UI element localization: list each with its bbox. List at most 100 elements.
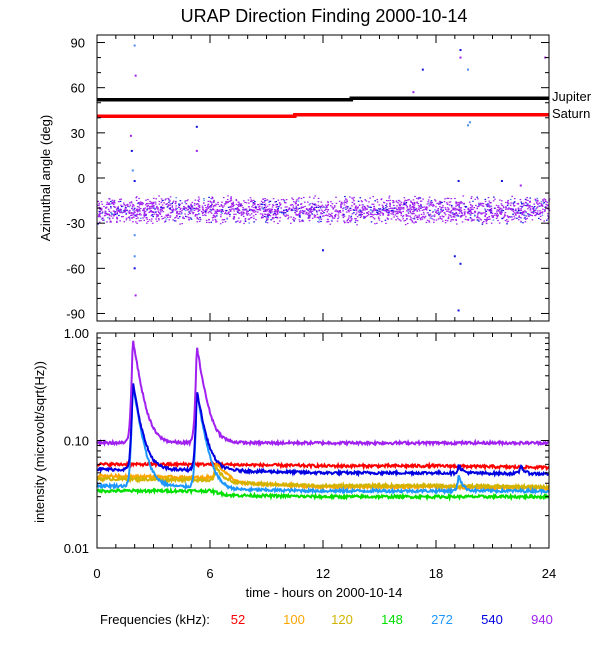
azimuth-point	[180, 213, 183, 215]
azimuth-point	[331, 206, 333, 208]
azimuth-point	[309, 203, 311, 205]
azimuth-point	[533, 203, 535, 205]
azimuth-point	[238, 205, 240, 207]
azimuth-point	[100, 207, 103, 209]
azimuth-point	[345, 208, 347, 210]
azimuth-point	[266, 210, 269, 212]
azimuth-point	[402, 204, 405, 206]
azimuth-point	[494, 198, 496, 200]
azimuth-point	[460, 201, 462, 203]
azimuth-point	[264, 203, 267, 205]
azimuth-point	[327, 201, 329, 203]
azimuth-point	[175, 220, 177, 222]
azimuth-point	[124, 206, 127, 208]
azimuth-point	[265, 206, 267, 208]
intensity-x-ticks: 0 6 12 18 24	[93, 333, 556, 581]
azimuth-point	[129, 212, 131, 214]
azimuth-point	[536, 212, 539, 214]
azimuth-point	[349, 220, 351, 222]
azimuth-point	[233, 216, 236, 218]
azimuth-point	[521, 203, 523, 205]
azimuth-point	[470, 196, 473, 198]
azimuth-point	[215, 219, 217, 221]
azimuth-point	[417, 203, 420, 205]
azimuth-point	[132, 212, 135, 214]
azimuth-point	[142, 210, 144, 212]
azimuth-point	[350, 215, 353, 217]
azimuth-point	[357, 207, 359, 209]
azimuth-point	[189, 217, 192, 219]
azimuth-point	[416, 218, 419, 220]
azimuth-point	[382, 206, 384, 209]
azimuth-point	[185, 207, 187, 209]
azimuth-point	[513, 212, 516, 214]
azimuth-point	[471, 206, 473, 208]
azimuth-point	[253, 199, 255, 201]
azimuth-point	[423, 213, 425, 215]
azimuth-point	[272, 204, 275, 206]
azimuth-point	[428, 220, 430, 222]
azimuth-point	[399, 211, 401, 213]
azimuth-point	[307, 217, 310, 219]
azimuth-point	[497, 214, 499, 216]
azimuth-point	[143, 219, 145, 221]
azimuth-point	[167, 205, 169, 207]
azimuth-point	[519, 205, 522, 207]
azimuth-point	[228, 209, 231, 211]
azimuth-point	[402, 215, 405, 217]
azimuth-point	[176, 215, 178, 217]
azimuth-point	[253, 217, 255, 219]
azimuth-point	[353, 209, 355, 211]
azimuth-point	[510, 208, 513, 210]
azimuth-point	[458, 204, 460, 206]
azimuth-point	[250, 199, 252, 201]
azimuth-point	[354, 206, 357, 208]
azimuth-point	[457, 202, 460, 204]
azimuth-point	[516, 211, 519, 213]
azimuth-point	[116, 217, 118, 219]
azimuth-point	[322, 215, 324, 217]
azimuth-point	[129, 204, 132, 206]
azimuth-point	[197, 210, 199, 212]
azimuth-point	[131, 212, 133, 214]
azimuth-point	[376, 211, 379, 213]
azimuth-point	[217, 203, 219, 205]
azimuth-point	[194, 215, 196, 217]
azimuth-point	[250, 216, 253, 218]
azimuth-point	[492, 215, 494, 217]
azimuth-point	[455, 218, 457, 221]
azimuth-point	[413, 207, 415, 209]
azimuth-point	[117, 206, 119, 208]
azimuth-point	[267, 214, 269, 216]
azimuth-point	[123, 211, 126, 213]
azimuth-point	[242, 208, 245, 210]
azimuth-point	[542, 208, 544, 210]
azimuth-point	[484, 214, 486, 216]
azimuth-point	[287, 214, 289, 216]
azimuth-point	[405, 201, 408, 204]
azimuth-point	[363, 217, 365, 219]
azimuth-point	[131, 206, 134, 208]
intensity-y-tick-label: 1.00	[64, 326, 89, 341]
azimuth-point	[197, 208, 200, 210]
azimuth-point	[458, 208, 461, 210]
azimuth-point	[160, 202, 163, 204]
azimuth-point	[122, 216, 124, 218]
azimuth-point	[219, 209, 222, 211]
azimuth-point	[442, 205, 444, 207]
azimuth-point	[316, 213, 319, 215]
azimuth-point	[513, 201, 516, 204]
azimuth-point	[269, 200, 272, 202]
azimuth-point	[99, 214, 101, 216]
azimuth-point	[242, 207, 244, 209]
azimuth-point	[100, 218, 103, 220]
azimuth-point	[157, 214, 159, 216]
azimuth-point	[355, 208, 358, 210]
azimuth-point	[385, 211, 388, 213]
azimuth-point	[416, 209, 418, 211]
intensity-y-ticks: 1.000.100.01	[64, 326, 549, 556]
azimuth-point	[536, 197, 539, 199]
azimuth-point	[294, 218, 296, 220]
azimuth-point	[171, 210, 174, 212]
azimuth-point	[132, 221, 134, 223]
